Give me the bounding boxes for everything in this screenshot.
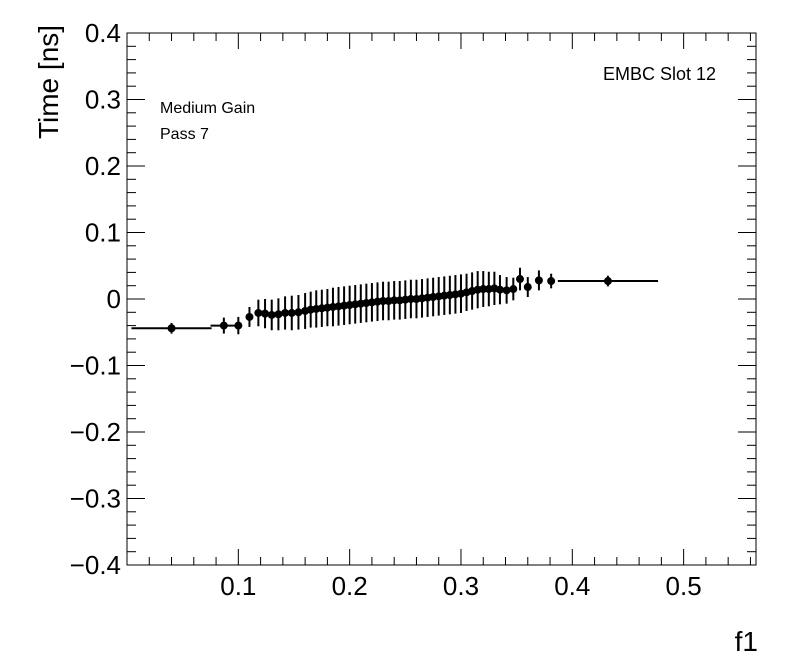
data-marker: [245, 312, 254, 321]
y-tick-label: −0.1: [70, 351, 121, 381]
data-point: [502, 277, 511, 304]
data-marker: [254, 308, 263, 317]
x-axis-title: f1: [735, 626, 758, 657]
data-marker: [294, 308, 303, 317]
annotation-embc-slot: EMBC Slot 12: [603, 64, 716, 84]
annotation-medium-gain: Medium Gain: [160, 100, 255, 117]
data-marker: [167, 324, 176, 333]
data-marker: [534, 276, 543, 285]
data-point: [557, 275, 659, 287]
data-marker: [502, 286, 511, 295]
y-tick-label: 0: [107, 284, 121, 314]
data-marker: [219, 321, 228, 330]
x-tick-label: 0.1: [220, 571, 256, 601]
x-tick-label: 0.2: [332, 571, 368, 601]
data-marker: [547, 277, 556, 286]
data-marker: [234, 321, 243, 330]
data-point: [547, 273, 556, 289]
data-marker: [479, 285, 488, 294]
data-point: [479, 271, 488, 307]
y-axis-title: Time [ns]: [33, 25, 64, 139]
data-point: [261, 299, 270, 329]
data-marker: [281, 308, 290, 317]
y-tick-label: −0.4: [70, 550, 121, 580]
data-marker: [267, 310, 276, 319]
y-tick-label: 0.2: [85, 151, 121, 181]
data-point: [245, 306, 254, 327]
data-point: [509, 277, 518, 301]
data-point: [131, 322, 212, 334]
data-marker: [390, 296, 399, 305]
data-point: [274, 298, 283, 331]
data-point: [534, 270, 543, 291]
axis-tick-labels: 0.1 0.2 0.3 0.4 0.5 0.4 0.3 0.2 0.1 0 −0.1 −0.2 −0.3…: [70, 18, 702, 601]
data-point: [210, 317, 238, 334]
data-point: [495, 275, 504, 305]
axis-ticks: [127, 32, 756, 566]
data-marker: [406, 295, 415, 303]
data-marker: [379, 296, 388, 305]
data-marker: [515, 275, 524, 284]
data-point: [523, 277, 532, 298]
data-point: [254, 299, 263, 327]
data-point: [379, 281, 388, 321]
y-tick-label: 0.4: [85, 18, 121, 48]
data-point: [390, 281, 399, 320]
data-marker: [603, 277, 612, 286]
data-point: [294, 295, 303, 330]
data-point: [406, 279, 415, 319]
data-marker: [495, 285, 504, 294]
annotation-pass: Pass 7: [160, 126, 209, 143]
data-marker: [509, 285, 518, 294]
x-tick-label: 0.4: [554, 571, 590, 601]
x-tick-label: 0.3: [443, 571, 479, 601]
x-tick-label: 0.5: [666, 571, 702, 601]
y-tick-label: −0.3: [70, 484, 121, 514]
data-point: [281, 296, 290, 330]
y-tick-label: 0.1: [85, 218, 121, 248]
y-tick-label: 0.3: [85, 85, 121, 115]
data-point: [267, 299, 276, 331]
data-marker: [261, 309, 270, 318]
data-marker: [274, 310, 283, 319]
data-point: [287, 295, 296, 331]
data-marker: [523, 283, 532, 292]
data-point: [515, 267, 524, 291]
data-marker: [287, 308, 296, 317]
data-point: [234, 316, 243, 335]
data-points: [131, 267, 659, 335]
y-tick-label: −0.2: [70, 417, 121, 447]
